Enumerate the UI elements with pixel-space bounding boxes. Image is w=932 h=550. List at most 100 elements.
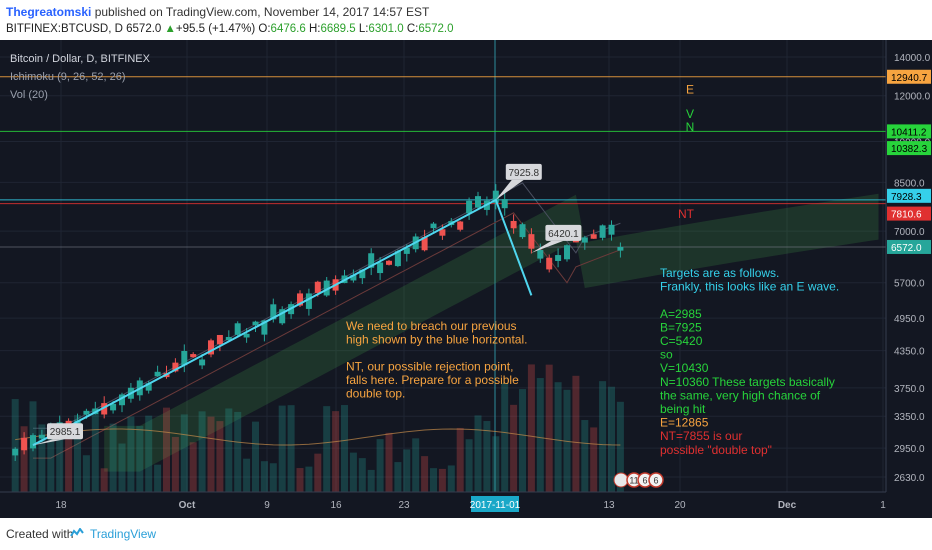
candle-body [323,280,330,296]
legend-volume[interactable]: Vol (20) [10,89,48,101]
volume-bar [447,465,455,492]
footer: Created with TradingView [0,518,932,550]
low-label: L: [358,23,369,35]
level-marker: NT [678,207,695,221]
volume-bar [403,449,411,492]
time-axis[interactable]: 18 Oct 9 16 23 2017-11-01 13 20 Dec 1 [0,491,932,518]
volume-bar [456,427,464,492]
price-tick-label: 4950.0 [894,314,925,325]
symbol-line: BITFINEX:BTCUSD, D 6572.0 ▲+95.5 (+1.47%… [6,23,454,35]
volume-ma-line [15,428,621,446]
candle-body [12,448,19,456]
volume-bar [118,443,126,492]
note-orange-line: NT, our possible rejection point, [346,360,513,374]
candle-body [252,321,259,326]
note-targets-line: Targets are as follows. [660,266,779,280]
publish-line: Thegreatomski published on TradingView.c… [6,5,429,19]
note-targets-line: the same, very high chance of [660,388,821,402]
note-targets-line: being hit [660,402,706,416]
candle-body [21,437,28,451]
candle-body [145,383,152,391]
candle-body [457,221,464,230]
note-targets-line: C=5420 [660,334,703,348]
volume-bars [11,364,624,492]
candle-body [368,253,375,268]
time-tick-label: 18 [55,500,67,511]
callout-box [545,224,582,241]
time-tick-label: 13 [603,500,615,511]
candle-body [421,237,428,251]
price-label: 10411.2 [891,127,927,138]
tradingview-brand-link[interactable]: TradingView [90,527,157,541]
candle-body [564,245,570,260]
volume-bar [243,458,251,492]
kumo-cloud [104,193,879,472]
candle-body [38,434,45,439]
note-targets-line: B=7925 [660,320,702,334]
legend-title: Bitcoin / Dollar, D, BITFINEX [10,53,151,65]
time-tick-label: 2017-11-01 [470,500,521,511]
volume-bar [430,468,437,492]
callout-label: 6420.1 [548,229,579,240]
callout-box [505,163,542,180]
volume-bar [252,421,259,492]
candle-body [199,359,206,366]
candle-body [314,281,321,293]
volume-bar [501,382,509,492]
price-tick-label: 5700.0 [894,279,925,290]
price-tick-label: 8500.0 [894,178,925,189]
volume-bar [145,415,153,492]
candle-body [243,333,250,338]
volume-bar [109,423,117,492]
time-tick-label: 20 [674,500,686,511]
event-badges[interactable]: 11 6 6 [613,472,664,488]
time-highlight-badge [471,496,519,512]
note-orange-line: double top. [346,387,405,401]
price-tick-label: 2630.0 [894,473,925,484]
volume-bar [20,426,28,492]
volume-bar [572,375,580,492]
created-with-text: Created with [6,527,74,541]
candle-body [528,234,535,249]
candle-body [279,309,286,324]
candle-body [350,274,357,281]
volume-bar [385,432,393,492]
volume-bar [225,408,233,492]
volume-bar [38,424,46,492]
volume-bar [412,438,420,492]
volume-bar [608,386,615,492]
volume-bar [376,439,384,492]
volume-bar [216,421,224,492]
volume-bar [492,436,500,492]
volume-bar [234,411,242,492]
candle-body [492,190,499,203]
candle-body [510,220,517,229]
note-targets-line: so [660,348,673,362]
price-tick-label: 7000.0 [894,227,925,238]
candle-body [30,435,36,449]
volume-bar [590,427,598,492]
volume-bar [305,466,313,492]
horizontal-lines [0,76,886,248]
legend-ichimoku[interactable]: Ichimoku (9, 26, 52, 26) [10,71,126,83]
note-targets-line: Frankly, this looks like an E wave. [660,280,839,294]
candle-body [546,257,553,270]
volume-bar [91,408,99,492]
candle-body [439,229,446,236]
price-tick-label: 12000.0 [894,92,931,103]
volume-bar [198,411,206,492]
high-value: 6689.5 [320,23,356,35]
open-label: O: [258,23,271,35]
event-badge [648,472,664,488]
price-axis[interactable]: 14000.012000.010000.08500.07000.05700.04… [885,40,932,492]
author-link[interactable]: Thegreatomski [6,5,92,19]
volume-bar [163,407,170,492]
price-chart[interactable]: 2985.1 7925.8 6420.1 EVN NT We need to brea… [0,40,932,518]
volume-bar [323,406,331,492]
candle-body [617,246,624,251]
candle-body [216,334,223,345]
volume-bar [341,405,348,492]
price-label-box [887,206,931,221]
candle-body [466,200,473,214]
price-label-box [887,239,931,254]
